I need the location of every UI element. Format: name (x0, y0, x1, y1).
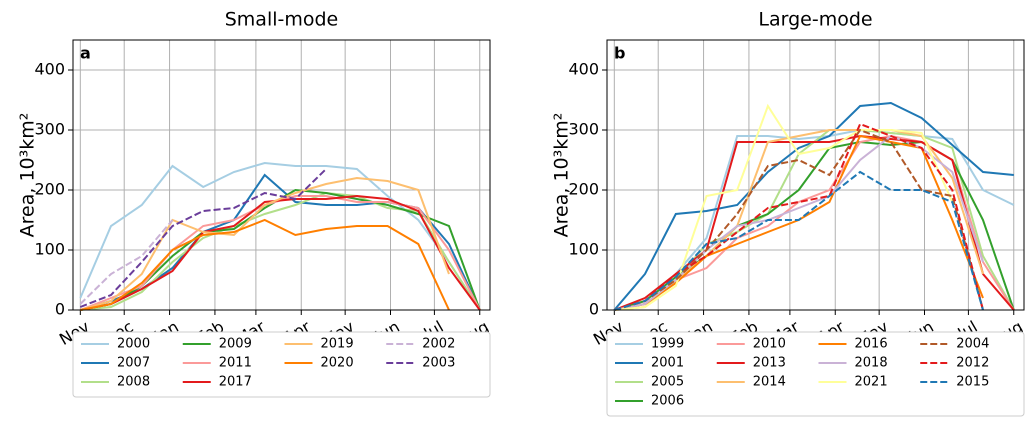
legend-label: 2013 (753, 356, 786, 371)
panel-label: a (80, 44, 91, 63)
legend-label: 2006 (651, 394, 684, 409)
y-axis-label: Area, 10³km² (17, 113, 39, 238)
plot-frame (72, 39, 491, 311)
chart-title: Large-mode (758, 9, 872, 31)
legend-label: 2017 (219, 375, 252, 390)
y-tick-label: 400 (568, 60, 599, 79)
data-line (80, 176, 450, 311)
legend-label: 2018 (855, 356, 888, 371)
y-tick-label: 200 (34, 180, 65, 199)
legend-label: 2011 (219, 356, 252, 371)
legend-label: 2014 (753, 375, 786, 390)
legend-label: 2001 (651, 356, 684, 371)
y-tick-label: 0 (589, 300, 599, 319)
data-line (79, 219, 174, 305)
plot-frame (606, 39, 1025, 311)
legend-label: 2009 (219, 337, 252, 352)
y-tick-label: 200 (568, 180, 599, 199)
legend-label: 2010 (753, 337, 786, 352)
legend-box (606, 331, 1025, 417)
legend-box (72, 331, 491, 398)
legend-label: 1999 (651, 337, 684, 352)
legend-label: 2015 (956, 375, 989, 390)
y-tick-label: 400 (34, 60, 65, 79)
y-tick-label: 0 (55, 300, 65, 319)
y-tick-label: 100 (34, 240, 65, 259)
y-tick-label: 100 (568, 240, 599, 259)
legend-label: 2000 (117, 337, 150, 352)
data-line (80, 218, 450, 311)
y-axis-label: Area, 10³km² (551, 113, 573, 238)
data-line (614, 128, 984, 311)
legend-label: 2004 (956, 337, 989, 352)
data-line (79, 161, 481, 311)
legend-label: 2020 (321, 356, 354, 371)
panel-label: b (614, 44, 625, 63)
legend-label: 2008 (117, 375, 150, 390)
legend-label: 2003 (422, 356, 455, 371)
data-line (79, 168, 327, 308)
legend-label: 2016 (855, 337, 888, 352)
chart-title: Small-mode (225, 9, 339, 31)
legend-label: 2019 (321, 337, 354, 352)
legend-label: 2012 (956, 356, 989, 371)
y-tick-label: 300 (34, 120, 65, 139)
y-tick-label: 300 (568, 120, 599, 139)
data-line (614, 103, 954, 311)
data-line (614, 170, 984, 311)
legend-label: 2005 (651, 375, 684, 390)
legend-label: 2007 (117, 356, 150, 371)
data-line (614, 122, 984, 311)
legend-label: 2021 (855, 375, 888, 390)
legend-label: 2002 (422, 337, 455, 352)
data-line (80, 194, 481, 311)
